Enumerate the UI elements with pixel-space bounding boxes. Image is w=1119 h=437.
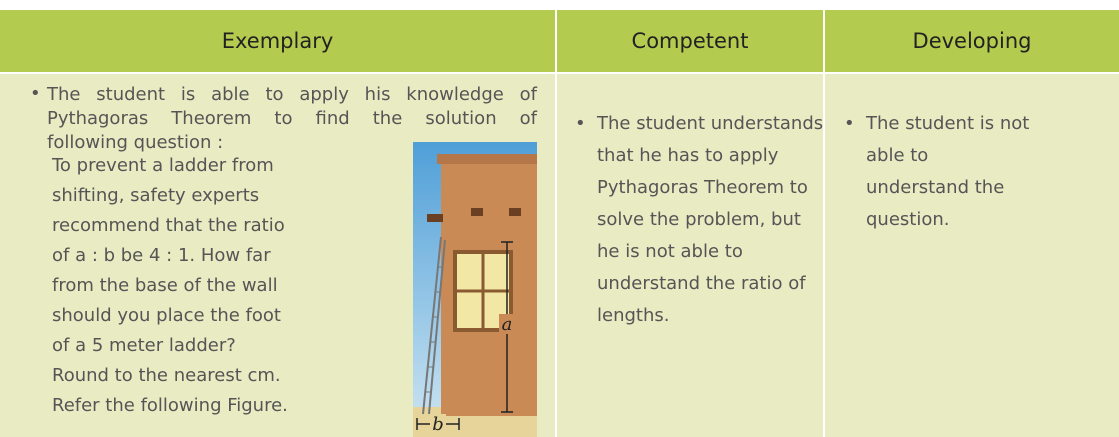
figure-label: a <box>502 314 513 335</box>
text-line: Refer the following Figure. <box>52 395 288 416</box>
figure: a b <box>413 142 537 437</box>
header-cell: Competent <box>557 10 823 72</box>
text-line: The student understands <box>597 113 824 134</box>
header-cell: Developing <box>825 10 1119 72</box>
text-line: solve the problem, but <box>597 209 801 230</box>
text-line: should you place the foot <box>52 305 281 326</box>
header-text: Developing <box>912 29 1032 53</box>
text-line: of a : b be 4 : 1. How far <box>52 245 271 266</box>
bullet: • <box>844 113 855 134</box>
bullet: • <box>30 83 41 104</box>
text-line: of a 5 meter ladder? <box>52 335 236 356</box>
text-line: understand the ratio of <box>597 273 806 294</box>
text-line: following question : <box>47 132 224 153</box>
text-line: Pythagoras Theorem to <box>597 177 808 198</box>
header-text: Exemplary <box>221 29 334 53</box>
header-text: Competent <box>631 29 749 53</box>
text-line: shifting, safety experts <box>52 185 260 206</box>
bullet: • <box>575 113 586 134</box>
text-line: Pythagoras Theorem to find the solution … <box>47 108 537 129</box>
text-line: lengths. <box>597 305 670 326</box>
text-line: he is not able to <box>597 241 743 262</box>
text-line: understand the <box>866 177 1005 198</box>
text-line: that he has to apply <box>597 145 779 166</box>
figure-label: b <box>432 414 444 435</box>
body-cell <box>557 74 823 437</box>
text-line: recommend that the ratio <box>52 215 285 236</box>
text-line: To prevent a ladder from <box>52 155 274 176</box>
body-cell <box>825 74 1119 437</box>
text-line: The student is able to apply his knowled… <box>47 84 537 105</box>
text-line: question. <box>866 209 950 230</box>
text-line: from the base of the wall <box>52 275 278 296</box>
text-line: The student is not <box>866 113 1030 134</box>
text-line: able to <box>866 145 929 166</box>
header-cell: Exemplary <box>0 10 555 72</box>
text-line: Round to the nearest cm. <box>52 365 281 386</box>
